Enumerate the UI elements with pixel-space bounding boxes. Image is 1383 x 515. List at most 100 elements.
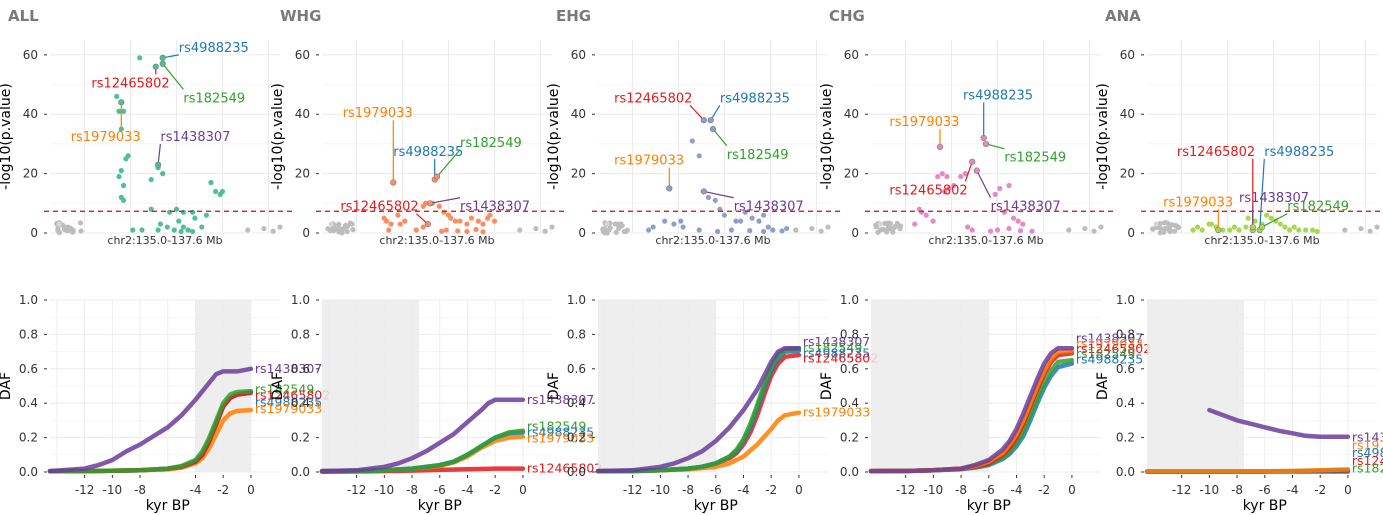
snp-label: rs182549 [183, 91, 245, 106]
y-tick-label: 0 [578, 226, 586, 240]
snp-label: rs1438307 [734, 200, 804, 215]
data-point [176, 218, 182, 224]
bg-point [1091, 228, 1097, 234]
x-tick-label: -6 [983, 483, 995, 497]
bg-point [1098, 224, 1104, 230]
y-tick-label: 0.0 [291, 465, 310, 479]
data-point [190, 228, 196, 235]
data-point [680, 224, 686, 230]
y-tick-label: 0.8 [1116, 327, 1135, 341]
data-point [121, 182, 127, 189]
data-point [448, 215, 454, 221]
data-point [413, 227, 419, 233]
panel-all: ALL 0 20 40 60 -log10(p.value) rs4988235 rs1825… [0, 7, 296, 247]
snp-label: rs1979033 [71, 130, 141, 145]
bg-point [329, 226, 336, 232]
x-tick-label: -6 [1259, 483, 1271, 497]
x-tick-label: -2 [217, 483, 229, 497]
series-line [319, 397, 526, 474]
bg-point [1367, 228, 1373, 234]
y-tick-label: 40 [23, 107, 38, 121]
bg-point [1082, 225, 1088, 232]
series-end-label: rs12465802 [255, 387, 330, 402]
snp-point [969, 158, 976, 165]
data-point [1220, 227, 1226, 233]
series-end-label: rs1979033 [1076, 336, 1143, 351]
data-point [689, 138, 695, 144]
snp-label: rs1979033 [1163, 195, 1233, 210]
data-point [761, 212, 767, 218]
bg-point [1157, 230, 1163, 236]
x-tick-label: -8 [406, 483, 418, 497]
bg-point [336, 221, 342, 227]
series-end-label: rs12465802 [1352, 453, 1383, 468]
data-point [160, 171, 166, 177]
y-tick-label: 0.8 [840, 327, 859, 341]
data-point [951, 182, 957, 189]
y-tick-label: 20 [1120, 167, 1135, 181]
data-point [420, 203, 426, 209]
snp-point [1215, 226, 1222, 234]
bg-point [877, 221, 883, 227]
data-point [487, 212, 493, 218]
series-end-label: rs1438307 [527, 392, 594, 407]
x-axis-title: kyr BP [694, 498, 738, 514]
snp-label: rs4988235 [393, 145, 463, 160]
data-point [468, 215, 475, 221]
snp-label: rs182549 [727, 148, 789, 163]
y-tick-label: 0.2 [1116, 431, 1135, 445]
bg-point [78, 228, 84, 234]
snp-point [152, 63, 159, 70]
data-point [452, 218, 458, 224]
series-end-label: rs4988235 [1076, 351, 1143, 366]
snp-label: rs4988235 [963, 88, 1033, 103]
x-tick-label: -12 [1172, 483, 1192, 497]
x-tick-label: -4 [1011, 483, 1023, 497]
data-point [994, 227, 1001, 233]
x-tick-label: -12 [896, 483, 916, 497]
data-point [457, 218, 463, 224]
x-tick-label: -4 [1287, 483, 1299, 497]
data-point [747, 228, 753, 234]
data-point [1252, 218, 1258, 224]
data-point [969, 227, 975, 233]
series-end-label: rs182549 [527, 418, 586, 433]
y-tick-label: 0.4 [291, 396, 310, 410]
snp-point [982, 140, 990, 148]
data-point [1006, 225, 1012, 232]
series-line [595, 345, 802, 474]
bg-point [1165, 226, 1171, 232]
panel-title: WHG [280, 7, 321, 25]
data-point [199, 224, 205, 230]
data-point [712, 197, 718, 203]
series-line [47, 366, 254, 474]
bg-point [809, 225, 815, 232]
series-line [319, 428, 526, 474]
snp-point [700, 188, 707, 195]
data-point [662, 218, 668, 224]
snp-label: rs4988235 [179, 41, 249, 56]
series-end-label: rs1438307 [255, 361, 322, 376]
data-point [1017, 228, 1024, 234]
y-tick-label: 0.0 [1116, 465, 1135, 479]
data-point [912, 221, 918, 227]
y-tick-label: 0.4 [19, 396, 38, 410]
data-point [386, 227, 392, 233]
x-tick-label: -8 [134, 483, 146, 497]
data-point [784, 225, 790, 232]
bg-point [897, 226, 903, 232]
data-point [1006, 182, 1012, 189]
label-connector [1261, 213, 1288, 228]
data-point [420, 224, 426, 230]
bg-point [1157, 220, 1163, 227]
series-end-label: rs182549 [1352, 461, 1383, 476]
bg-point [825, 224, 831, 230]
y-tick-label: 0.0 [19, 465, 38, 479]
x-tick-label: -2 [1314, 483, 1326, 497]
data-point [1236, 227, 1242, 233]
snp-point [155, 161, 162, 168]
y-tick-label: 60 [571, 48, 586, 62]
x-axis-title: chr2:135.0-137.6 Mb [655, 234, 770, 247]
x-axis-title: chr2:135.0-137.6 Mb [1204, 234, 1319, 247]
